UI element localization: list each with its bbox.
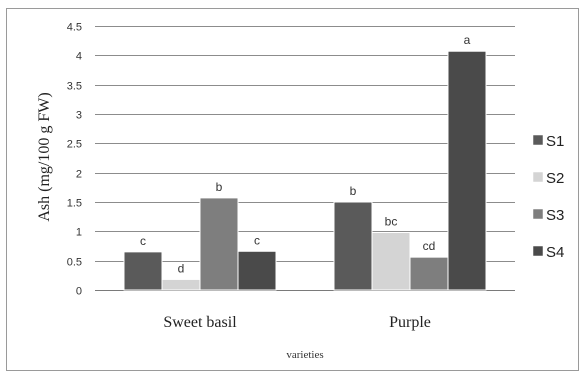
x-axis-label: varieties xyxy=(286,349,323,361)
data-label: b xyxy=(350,184,357,198)
category-label: Sweet basil xyxy=(163,314,237,331)
category-label: Purple xyxy=(389,314,431,331)
legend-label: S3 xyxy=(546,207,564,224)
y-tick-label: 1 xyxy=(76,227,82,239)
legend-swatch xyxy=(533,172,543,182)
bar-s4 xyxy=(448,51,486,290)
legend-swatch xyxy=(533,135,543,145)
chart-frame xyxy=(7,9,579,371)
bar-s2 xyxy=(162,279,200,290)
data-label: bc xyxy=(385,215,398,229)
data-label: d xyxy=(178,261,185,275)
bar-s1 xyxy=(124,252,162,290)
data-label: c xyxy=(140,234,146,248)
legend-label: S1 xyxy=(546,133,564,150)
legend-label: S4 xyxy=(546,244,564,261)
bar-s3 xyxy=(410,257,448,290)
legend-swatch xyxy=(533,246,543,256)
bar-s2 xyxy=(372,233,410,290)
y-tick-label: 0 xyxy=(76,286,82,298)
y-tick-label: 3.5 xyxy=(67,81,82,93)
y-tick-label: 0.5 xyxy=(67,257,82,269)
data-label: cd xyxy=(423,239,436,253)
data-label: a xyxy=(464,33,471,47)
y-tick-label: 2.5 xyxy=(67,139,82,151)
y-axis-label: Ash (mg/100 g FW) xyxy=(36,92,53,221)
y-tick-label: 3 xyxy=(76,110,82,122)
legend-label: S2 xyxy=(546,170,564,187)
y-tick-label: 2 xyxy=(76,169,82,181)
bar-s1 xyxy=(334,202,372,290)
bar-s3 xyxy=(200,198,238,290)
data-label: b xyxy=(216,180,223,194)
bar-s4 xyxy=(238,251,276,290)
y-tick-label: 1.5 xyxy=(67,198,82,210)
legend-swatch xyxy=(533,209,543,219)
data-label: c xyxy=(254,233,260,247)
y-tick-label: 4 xyxy=(76,51,82,63)
y-tick-label: 4.5 xyxy=(67,22,82,34)
